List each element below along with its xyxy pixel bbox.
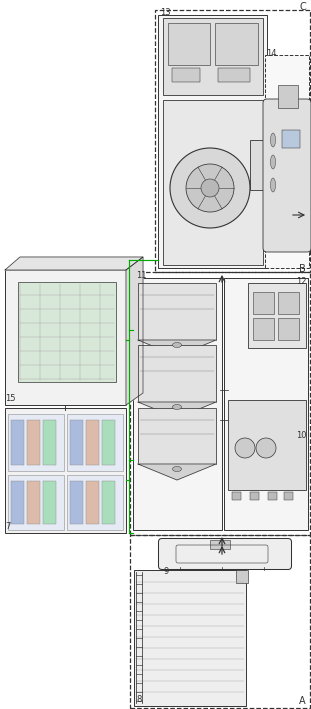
Text: 8: 8 (136, 695, 142, 704)
Polygon shape (138, 402, 216, 418)
Circle shape (201, 179, 219, 197)
Bar (27, 481, 40, 524)
Text: C: C (299, 2, 306, 12)
Ellipse shape (271, 133, 276, 147)
Text: B: B (299, 264, 306, 274)
Circle shape (256, 438, 276, 458)
Bar (134, 570, 246, 706)
Text: 11: 11 (136, 271, 146, 280)
Text: 10: 10 (296, 430, 307, 440)
Text: 12: 12 (296, 277, 307, 286)
Bar (11, 420, 24, 465)
Bar (172, 68, 200, 82)
Circle shape (170, 148, 250, 228)
Bar (43, 420, 56, 465)
Bar (168, 23, 210, 65)
Ellipse shape (173, 342, 182, 347)
Ellipse shape (271, 178, 276, 192)
Text: 7: 7 (5, 522, 10, 531)
Bar (102, 481, 115, 524)
Bar (8, 475, 64, 530)
Bar (130, 272, 310, 535)
Bar (248, 283, 306, 348)
FancyBboxPatch shape (263, 99, 311, 252)
Circle shape (186, 164, 234, 212)
Bar (210, 540, 230, 549)
Bar (224, 278, 308, 530)
Bar (278, 292, 299, 314)
Bar (70, 420, 83, 465)
Polygon shape (138, 340, 216, 356)
Bar (11, 481, 24, 524)
Bar (268, 492, 277, 500)
Bar (278, 85, 298, 108)
Bar (27, 420, 40, 465)
Bar (265, 55, 309, 268)
Bar (282, 130, 300, 148)
Bar (284, 492, 293, 500)
Bar (67, 414, 123, 471)
Bar (253, 318, 274, 340)
Bar (18, 282, 116, 382)
Bar (278, 318, 299, 340)
Text: 14: 14 (266, 49, 276, 58)
Bar (253, 292, 274, 314)
Bar (138, 283, 216, 340)
Bar (86, 481, 99, 524)
Bar (133, 278, 222, 530)
Bar (228, 400, 306, 490)
Bar (5, 270, 126, 405)
Bar (5, 408, 126, 533)
Text: 9: 9 (164, 567, 169, 576)
Bar (43, 481, 56, 524)
Bar (163, 100, 263, 265)
Circle shape (235, 438, 255, 458)
Bar (67, 475, 123, 530)
Bar (8, 414, 64, 471)
Bar (86, 420, 99, 465)
Polygon shape (138, 464, 216, 480)
Bar (236, 570, 248, 583)
Bar (102, 420, 115, 465)
Text: 15: 15 (5, 394, 16, 403)
Bar (155, 10, 310, 272)
Bar (215, 23, 258, 65)
Polygon shape (5, 257, 143, 270)
Bar (70, 481, 83, 524)
Bar (163, 18, 263, 95)
Ellipse shape (173, 467, 182, 471)
Bar (138, 345, 216, 402)
Text: 13: 13 (160, 8, 171, 17)
FancyBboxPatch shape (159, 539, 291, 569)
Bar (218, 68, 250, 82)
Bar (138, 408, 216, 464)
Bar (250, 140, 266, 190)
Polygon shape (126, 257, 143, 405)
Text: A: A (299, 696, 306, 706)
Bar (130, 535, 310, 708)
Bar (158, 15, 267, 268)
Bar (250, 492, 259, 500)
Ellipse shape (173, 405, 182, 410)
Bar (232, 492, 241, 500)
Ellipse shape (271, 155, 276, 169)
